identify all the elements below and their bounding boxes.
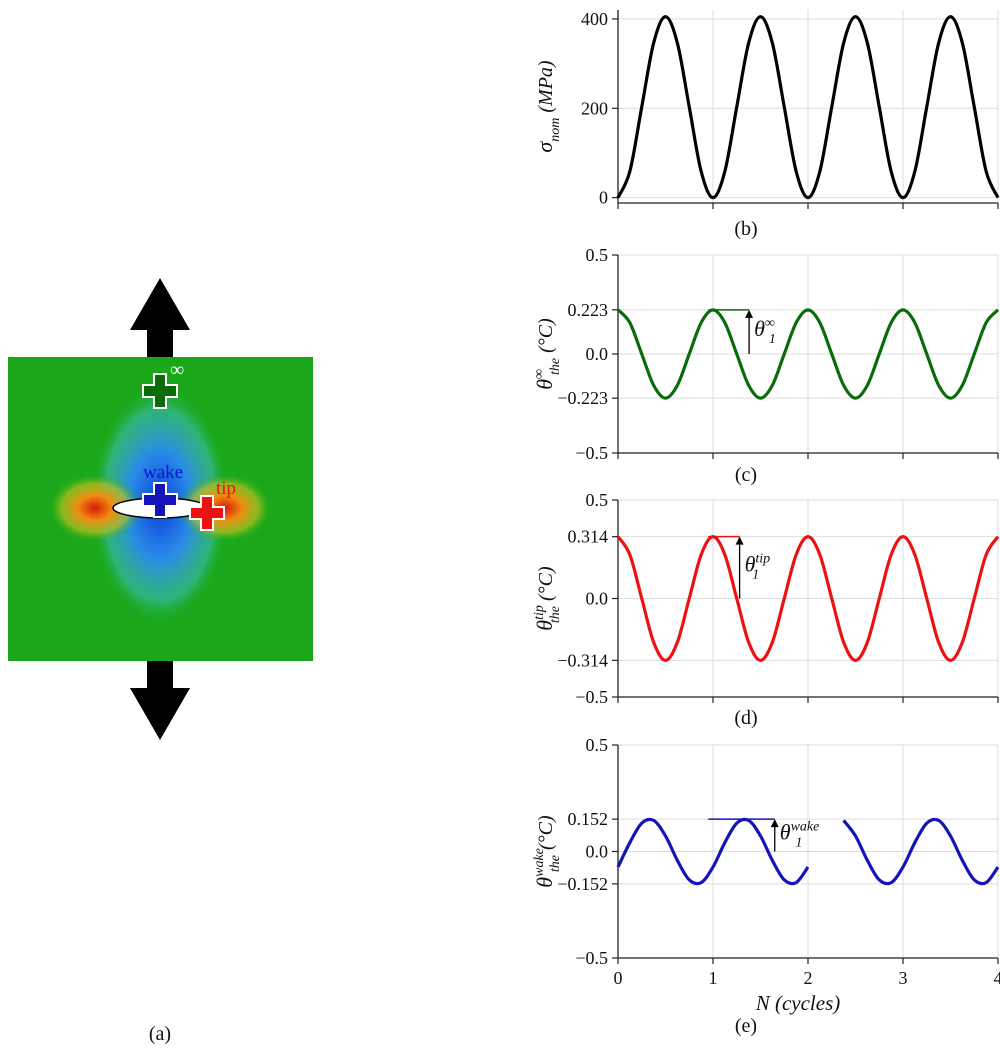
y-axis-label: θ∞the (°C) bbox=[532, 318, 563, 390]
x-tick-label: 2 bbox=[804, 968, 813, 988]
annotation-symbol: θ bbox=[780, 819, 791, 844]
y-tick-label: 200 bbox=[581, 98, 608, 118]
load-arrow-top bbox=[130, 278, 190, 357]
y-tick-label: 0.0 bbox=[586, 344, 609, 364]
y-tick-label: −0.223 bbox=[557, 388, 608, 408]
annotation-symbol: θ bbox=[754, 316, 765, 341]
x-tick-label: 1 bbox=[709, 968, 718, 988]
y-tick-label: 0.5 bbox=[586, 490, 609, 510]
y-axis-label-sup: ∞ bbox=[532, 369, 547, 379]
y-tick-label: 400 bbox=[581, 9, 608, 29]
y-axis-label-symbol: θ bbox=[532, 379, 557, 390]
y-axis-label-unit: (MPa) bbox=[535, 60, 557, 113]
annotation-sub: 1 bbox=[752, 568, 759, 583]
y-axis-label-unit: (°C) bbox=[535, 566, 557, 601]
y-tick-label: 0.5 bbox=[586, 735, 609, 755]
far-label: ∞ bbox=[170, 359, 184, 381]
y-tick-label: 0.152 bbox=[568, 809, 609, 829]
y-tick-label: 0.314 bbox=[568, 527, 609, 547]
y-tick-label: −0.5 bbox=[575, 948, 608, 968]
y-axis-label: θtipthe(°C) bbox=[532, 566, 563, 631]
annotation-sup: tip bbox=[755, 552, 770, 567]
x-tick-label: 4 bbox=[994, 968, 1000, 988]
y-axis-label-sub: the bbox=[548, 855, 563, 872]
tip-label: tip bbox=[216, 478, 236, 499]
annotation-sup: wake bbox=[791, 819, 820, 834]
y-axis-label: σnom(MPa) bbox=[532, 60, 563, 153]
y-tick-label: 0.0 bbox=[586, 589, 609, 609]
x-tick-label: 3 bbox=[899, 968, 908, 988]
load-arrow-bottom bbox=[130, 661, 190, 740]
y-axis-label-sub: the bbox=[548, 358, 563, 375]
y-tick-label: 0.223 bbox=[568, 300, 609, 320]
y-axis-label-symbol: θ bbox=[532, 877, 557, 888]
y-tick-label: 0.0 bbox=[586, 842, 609, 862]
y-tick-label: −0.152 bbox=[557, 874, 608, 894]
annotation-sub: 1 bbox=[795, 835, 802, 850]
y-axis-label-unit: (°C) bbox=[535, 815, 557, 850]
y-tick-label: −0.5 bbox=[575, 443, 608, 463]
y-axis-label-sup: tip bbox=[532, 605, 547, 620]
caption: (a) bbox=[149, 1023, 171, 1045]
y-tick-label: −0.314 bbox=[557, 650, 608, 670]
y-axis-label-sub: the bbox=[548, 606, 563, 623]
caption: (b) bbox=[734, 218, 757, 240]
y-axis-label-sub: nom bbox=[548, 118, 563, 142]
y-axis-label-sup: wake bbox=[532, 848, 547, 877]
x-axis-label: N (cycles) bbox=[755, 991, 841, 1015]
y-axis-label-unit: (°C) bbox=[535, 318, 557, 353]
annotation-sup: ∞ bbox=[765, 316, 775, 331]
caption: (e) bbox=[735, 1015, 757, 1037]
y-tick-label: 0.5 bbox=[586, 245, 609, 265]
wake-label: wake bbox=[143, 462, 183, 483]
x-tick-label: 0 bbox=[614, 968, 623, 988]
y-tick-label: −0.5 bbox=[575, 687, 608, 707]
caption: (d) bbox=[734, 707, 757, 729]
annotation-sub: 1 bbox=[769, 332, 776, 347]
y-tick-label: 0 bbox=[599, 188, 608, 208]
caption: (c) bbox=[735, 464, 757, 486]
panel-a: ∞ wake tip (a) bbox=[8, 278, 313, 1045]
